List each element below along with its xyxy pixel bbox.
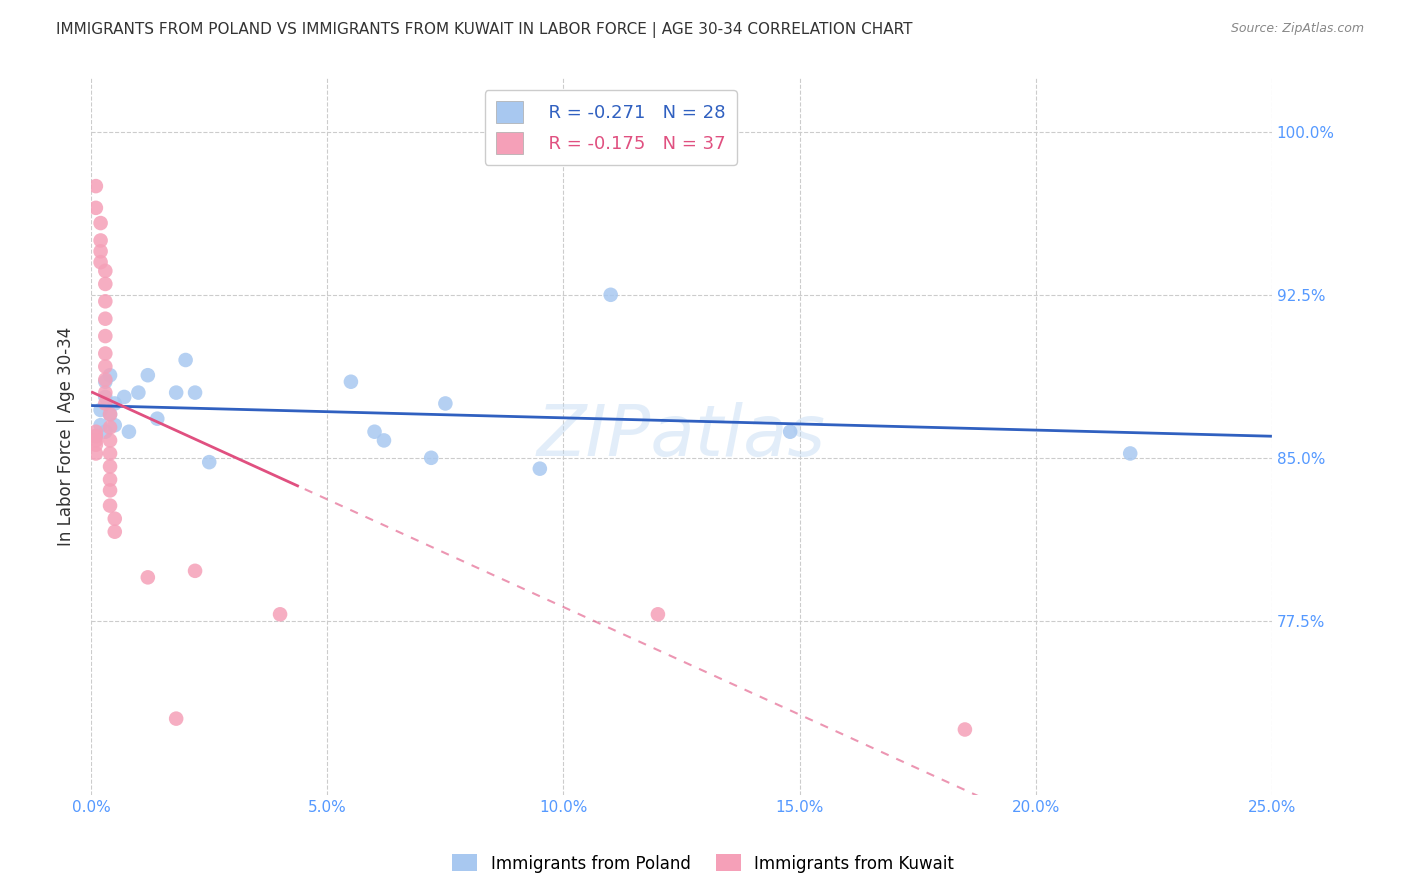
Point — [1119, 446, 1142, 460]
Point — [146, 411, 169, 425]
Point — [98, 473, 121, 487]
Point — [104, 396, 127, 410]
Point — [84, 179, 107, 194]
Point — [98, 368, 121, 383]
Point — [373, 434, 395, 448]
Text: ZIPatlas: ZIPatlas — [537, 401, 827, 471]
Point — [136, 570, 159, 584]
Point — [98, 408, 121, 422]
Point — [779, 425, 801, 439]
Point — [647, 607, 669, 622]
Point — [90, 255, 112, 269]
Point — [529, 461, 551, 475]
Point — [98, 434, 121, 448]
Point — [98, 459, 121, 474]
Point — [90, 403, 112, 417]
Point — [94, 346, 117, 360]
Point — [94, 329, 117, 343]
Point — [84, 438, 107, 452]
Legend: Immigrants from Poland, Immigrants from Kuwait: Immigrants from Poland, Immigrants from … — [446, 847, 960, 880]
Point — [340, 375, 363, 389]
Point — [94, 390, 117, 404]
Point — [94, 373, 117, 387]
Point — [104, 418, 127, 433]
Text: Source: ZipAtlas.com: Source: ZipAtlas.com — [1230, 22, 1364, 36]
Point — [98, 483, 121, 498]
Point — [127, 385, 149, 400]
Point — [90, 234, 112, 248]
Point — [599, 287, 621, 301]
Point — [94, 264, 117, 278]
Point — [94, 311, 117, 326]
Point — [94, 425, 117, 439]
Point — [165, 385, 187, 400]
Point — [84, 425, 107, 439]
Point — [94, 375, 117, 389]
Point — [98, 499, 121, 513]
Legend:   R = -0.271   N = 28,   R = -0.175   N = 37: R = -0.271 N = 28, R = -0.175 N = 37 — [485, 90, 737, 165]
Point — [90, 418, 112, 433]
Point — [136, 368, 159, 383]
Point — [84, 201, 107, 215]
Point — [420, 450, 443, 465]
Point — [98, 408, 121, 422]
Point — [94, 396, 117, 410]
Point — [165, 712, 187, 726]
Point — [104, 511, 127, 525]
Point — [90, 216, 112, 230]
Point — [94, 294, 117, 309]
Point — [94, 385, 117, 400]
Text: IMMIGRANTS FROM POLAND VS IMMIGRANTS FROM KUWAIT IN LABOR FORCE | AGE 30-34 CORR: IMMIGRANTS FROM POLAND VS IMMIGRANTS FRO… — [56, 22, 912, 38]
Point — [98, 420, 121, 434]
Point — [184, 564, 207, 578]
Point — [98, 446, 121, 460]
Point — [363, 425, 385, 439]
Point — [84, 429, 107, 443]
Point — [104, 524, 127, 539]
Point — [434, 396, 457, 410]
Point — [118, 425, 141, 439]
Point — [198, 455, 221, 469]
Point — [953, 723, 976, 737]
Point — [90, 244, 112, 259]
Point — [269, 607, 291, 622]
Point — [112, 390, 135, 404]
Point — [94, 277, 117, 291]
Y-axis label: In Labor Force | Age 30-34: In Labor Force | Age 30-34 — [58, 326, 75, 546]
Point — [84, 429, 107, 443]
Point — [94, 359, 117, 374]
Point — [84, 446, 107, 460]
Point — [84, 434, 107, 448]
Point — [184, 385, 207, 400]
Point — [174, 353, 197, 368]
